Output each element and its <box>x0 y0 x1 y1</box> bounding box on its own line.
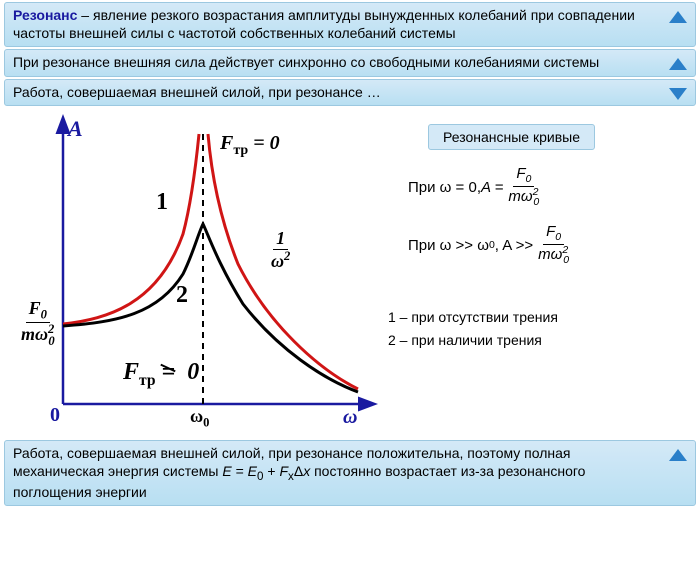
panel-text: Резонанс – явление резкого возрастания а… <box>13 7 661 42</box>
legend-2: 2 – при наличии трения <box>388 329 692 351</box>
panel-text: При резонансе внешняя сила действует син… <box>13 54 661 72</box>
collapse-icon[interactable] <box>669 11 687 23</box>
panel-text: Работа, совершаемая внешней силой, при р… <box>13 84 661 102</box>
side-panel: Резонансные кривые При ω = 0, A = F0 mω2… <box>378 114 692 436</box>
panel-work[interactable]: Работа, совершаемая внешней силой, при р… <box>4 79 696 107</box>
panel-sync[interactable]: При резонансе внешняя сила действует син… <box>4 49 696 77</box>
w0-tick: ω <box>190 406 203 426</box>
curve1-label: 1 <box>156 189 168 216</box>
panel-energy[interactable]: Работа, совершаемая внешней силой, при р… <box>4 440 696 506</box>
resonance-chart: A ω 0 ω0 1 2 Fтр = 0 1 ω2 F0 mω20 F <box>8 114 378 434</box>
legend: 1 – при отсутствии трения 2 – при наличи… <box>388 306 692 351</box>
formula-2: При ω >> ω0, A >> F0 mω20 <box>408 224 692 266</box>
ftr-bottom: Fтр = 0 <box>123 359 199 385</box>
ftr-top: Fтр = 0 <box>220 132 280 154</box>
origin-label: 0 <box>50 404 60 427</box>
y-axis-label: A <box>68 116 83 142</box>
panel-text: Работа, совершаемая внешней силой, при р… <box>13 445 661 501</box>
collapse-icon[interactable] <box>669 449 687 461</box>
curve2-label: 2 <box>176 282 188 309</box>
y-intercept-frac: F0 mω20 <box>18 299 58 349</box>
main-content: A ω 0 ω0 1 2 Fтр = 0 1 ω2 F0 mω20 F <box>0 108 700 438</box>
panel-resonance-def[interactable]: Резонанс – явление резкого возрастания а… <box>4 2 696 47</box>
expand-icon[interactable] <box>669 88 687 100</box>
formula-1: При ω = 0, A = F0 mω20 <box>408 166 692 208</box>
x-axis-label: ω <box>343 406 357 429</box>
curves-badge: Резонансные кривые <box>428 124 595 150</box>
inv-omega-sq: 1 ω2 <box>268 229 293 272</box>
legend-1: 1 – при отсутствии трения <box>388 306 692 328</box>
collapse-icon[interactable] <box>669 58 687 70</box>
